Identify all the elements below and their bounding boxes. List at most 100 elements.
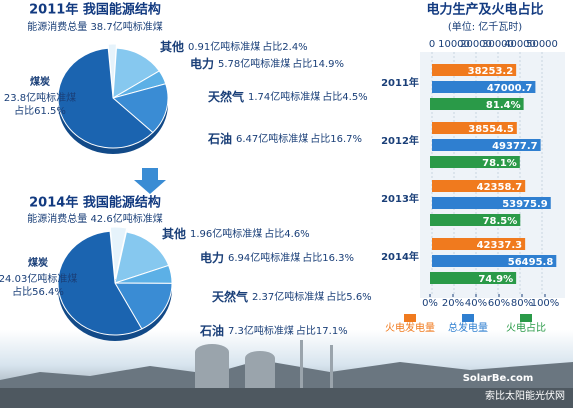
bar — [432, 255, 557, 267]
pie-slice — [114, 282, 173, 330]
slice-name: 煤炭 — [28, 256, 48, 269]
pie-slice — [114, 231, 170, 284]
legend-label: 火电发电量 — [385, 321, 435, 334]
bar — [430, 272, 517, 284]
slice-amount: 23.8亿吨标准煤 — [4, 91, 76, 104]
x2-tick-label: 0% — [422, 298, 438, 309]
pie-slice — [107, 43, 117, 95]
slice-share: 占比17.1% — [296, 324, 348, 337]
x2-tick-label: 20% — [442, 298, 464, 309]
bar-value-label: 56495.8 — [508, 257, 554, 268]
pie-slice — [109, 226, 128, 280]
bar-title: 电力生产及火电占比 — [426, 2, 543, 18]
slice-label: 其他 0.91亿吨标准煤 占比2.4% — [160, 39, 308, 54]
slice-share: 占比4.5% — [322, 90, 367, 103]
slice-label: 天然气 1.74亿吨标准煤 占比4.5% — [208, 89, 368, 104]
slice-share: 占比61.5% — [14, 104, 66, 117]
slice-share: 占比5.6% — [326, 290, 371, 303]
bar-value-label: 78.1% — [482, 158, 517, 169]
watermark-site: SolarBe.com — [463, 373, 534, 384]
slice-amount: 1.74亿吨标准煤 — [248, 90, 320, 103]
slice-label: 石油 6.47亿吨标准煤 占比16.7% — [207, 131, 362, 146]
slice-label: 电力 6.94亿吨标准煤 占比16.3% — [200, 250, 354, 265]
slice-label: 其他 1.96亿吨标准煤 占比4.6% — [162, 226, 310, 241]
bar — [432, 122, 517, 134]
x-tick-label: 20000 — [460, 39, 492, 50]
pie-subtitle: 能源消费总量 38.7亿吨标准煤 — [27, 20, 162, 33]
arrow — [134, 168, 166, 194]
slice-name: 其他 — [160, 39, 184, 54]
legend-swatch — [462, 314, 474, 322]
slice-share: 占比16.7% — [310, 132, 362, 145]
x-tick-label: 40000 — [504, 39, 536, 50]
slice-label: 电力 5.78亿吨标准煤 占比14.9% — [190, 56, 344, 71]
category-label: 2013年 — [381, 192, 419, 205]
slice-share: 占比4.6% — [264, 227, 309, 240]
slice-label: 石油 7.3亿吨标准煤 占比17.1% — [199, 323, 348, 338]
bar — [430, 214, 521, 226]
bar-value-label: 42337.3 — [477, 240, 523, 251]
plant — [0, 340, 573, 408]
slice-name: 电力 — [200, 250, 224, 265]
slice-share: 占比56.4% — [12, 285, 64, 298]
pie-slice — [111, 83, 169, 134]
slice-name: 天然气 — [208, 89, 244, 104]
x-tick-label: 0 — [429, 39, 435, 50]
bar — [432, 180, 526, 192]
slice-amount: 2.37亿吨标准煤 — [252, 290, 324, 303]
bar-value-label: 49377.7 — [492, 141, 538, 152]
pie-title: 2011年 我国能源结构 — [29, 2, 161, 18]
slice-amount: 1.96亿吨标准煤 — [190, 227, 262, 240]
slice-amount: 24.03亿吨标准煤 — [0, 272, 77, 285]
bar — [430, 156, 520, 168]
x-tick-label: 50000 — [526, 39, 558, 50]
category-label: 2011年 — [381, 76, 419, 89]
slice-amount: 0.91亿吨标准煤 — [188, 40, 260, 53]
bar-value-label: 38554.5 — [468, 124, 514, 135]
pie-title: 2014年 我国能源结构 — [29, 195, 161, 211]
bar-value-label: 47000.7 — [487, 83, 533, 94]
bar-value-label: 53975.9 — [502, 199, 548, 210]
slice-label: 天然气 2.37亿吨标准煤 占比5.6% — [212, 289, 372, 304]
pie-slice — [57, 47, 154, 149]
bar-value-label: 74.9% — [478, 274, 513, 285]
slice-name: 电力 — [190, 56, 214, 71]
bar-value-label: 78.5% — [483, 216, 518, 227]
bar-value-label: 38253.2 — [468, 66, 514, 77]
bar — [432, 238, 526, 250]
legend-swatch — [404, 314, 416, 322]
slice-amount: 5.78亿吨标准煤 — [218, 57, 290, 70]
slice-name: 石油 — [207, 131, 232, 146]
pie-slice — [57, 230, 143, 336]
x-tick-label: 10000 — [438, 39, 470, 50]
slice-name: 天然气 — [212, 289, 248, 304]
x-tick-label: 30000 — [482, 39, 514, 50]
x2-tick-label: 60% — [488, 298, 510, 309]
bar-value-label: 42358.7 — [477, 182, 523, 193]
slice-name: 其他 — [162, 226, 186, 241]
bar-value-label: 81.4% — [486, 100, 521, 111]
x2-tick-label: 80% — [511, 298, 533, 309]
slice-share: 占比16.3% — [302, 251, 354, 264]
slice-amount: 6.94亿吨标准煤 — [228, 251, 300, 264]
legend-swatch — [520, 314, 532, 322]
legend-label: 火电占比 — [506, 321, 546, 334]
x2-tick-label: 40% — [465, 298, 487, 309]
slice-name: 煤炭 — [30, 75, 50, 88]
slice-name: 石油 — [199, 323, 224, 338]
bar — [432, 81, 536, 93]
x2-tick-label: 100% — [531, 298, 560, 309]
category-label: 2012年 — [381, 134, 419, 147]
legend-label: 总发电量 — [448, 321, 488, 334]
bar — [432, 197, 551, 209]
pie-subtitle: 能源消费总量 42.6亿吨标准煤 — [27, 212, 162, 225]
bar — [430, 98, 524, 110]
bar — [432, 139, 541, 151]
slice-amount: 6.47亿吨标准煤 — [236, 132, 308, 145]
pie-slice — [112, 47, 160, 99]
slice-share: 占比2.4% — [262, 40, 307, 53]
bar — [432, 64, 517, 76]
slice-share: 占比14.9% — [292, 57, 344, 70]
category-label: 2014年 — [381, 250, 419, 263]
